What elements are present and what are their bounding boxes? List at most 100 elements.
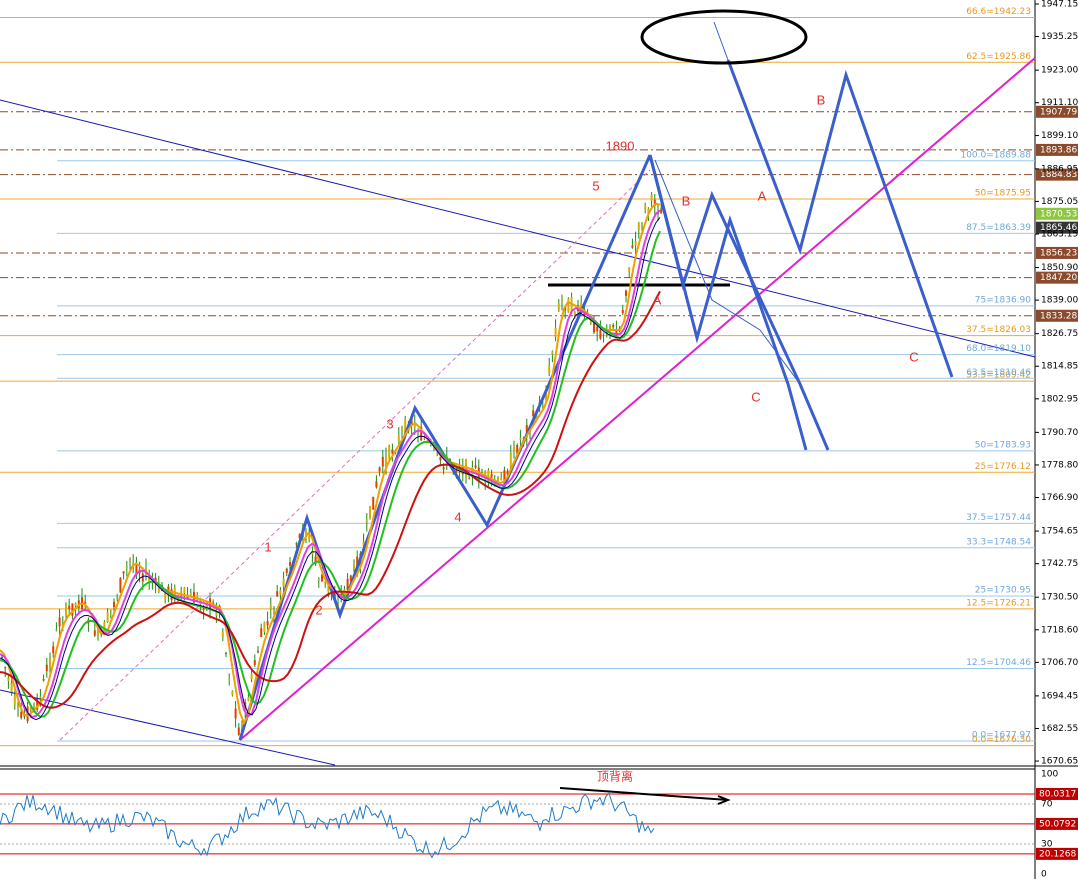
price-tag xyxy=(1036,105,1078,118)
candle-body xyxy=(42,679,45,681)
price-tag xyxy=(1036,143,1078,156)
price-tag-label: 1856.23 xyxy=(1040,248,1077,258)
candle-body xyxy=(385,456,387,469)
candle-body xyxy=(631,245,634,248)
candle-body xyxy=(535,415,538,421)
candle-body xyxy=(426,438,429,441)
candle-body xyxy=(231,691,234,696)
candle-body xyxy=(36,698,39,710)
candle-body xyxy=(410,419,413,426)
candle-body xyxy=(372,496,375,510)
candle-body xyxy=(141,573,144,582)
rsi-line xyxy=(0,792,655,859)
candle-body xyxy=(561,299,563,301)
rsi-axis-label: 70 xyxy=(1041,800,1053,810)
candle-body xyxy=(20,711,23,718)
divergence-arrow xyxy=(717,795,731,805)
candle-body xyxy=(84,601,87,605)
candle-body xyxy=(237,727,240,735)
candle-body xyxy=(241,722,243,733)
candle-body xyxy=(298,534,301,539)
axis-label: 1754.65 xyxy=(1041,527,1078,537)
candle-body xyxy=(289,562,291,566)
candle-body xyxy=(573,312,576,316)
candle-body xyxy=(68,605,71,609)
candle-body xyxy=(378,467,381,472)
price-tag xyxy=(1036,246,1078,259)
fib-label: 87.5=1863.39 xyxy=(966,223,1031,233)
candle-body xyxy=(442,467,445,470)
candle-body xyxy=(1,656,3,659)
candle-body xyxy=(423,438,426,440)
wave-label: 4 xyxy=(454,509,461,524)
candle-body xyxy=(397,434,400,442)
candle-body xyxy=(49,656,51,669)
axis-label: 1863.15 xyxy=(1041,229,1078,239)
candle-body xyxy=(349,575,352,581)
candle-body xyxy=(532,410,535,417)
fib-label: 25=1730.95 xyxy=(975,585,1031,595)
candle-body xyxy=(660,208,663,214)
fib-label: 50=1783.93 xyxy=(975,440,1031,450)
candle-body xyxy=(311,550,314,555)
fib-label: 37.5=1757.44 xyxy=(966,513,1031,523)
candle-body xyxy=(650,194,653,201)
candle-body xyxy=(189,592,192,596)
candle-body xyxy=(644,204,647,210)
candle-body xyxy=(381,456,384,467)
candle-body xyxy=(490,473,493,478)
moving-average xyxy=(0,290,661,709)
axis-label: 1778.80 xyxy=(1041,460,1078,470)
axis-label: 1911.10 xyxy=(1041,98,1078,108)
candle-body xyxy=(113,601,115,607)
candle-body xyxy=(212,602,215,604)
candle-body xyxy=(391,449,394,454)
candle-body xyxy=(474,465,477,468)
price-tag xyxy=(1036,309,1078,322)
divergence-note: 顶背离 xyxy=(597,769,633,784)
axis-label: 1718.60 xyxy=(1041,625,1078,635)
wave-label: A xyxy=(758,188,767,203)
rsi-tag xyxy=(1036,817,1078,830)
candle-body xyxy=(647,208,650,214)
axis-label: 1899.10 xyxy=(1041,131,1078,141)
axis-label: 1923.00 xyxy=(1041,66,1078,76)
candle-body xyxy=(10,682,13,694)
fib-label: 66.6=1942.23 xyxy=(966,7,1031,17)
candle-body xyxy=(295,543,298,545)
candle-body xyxy=(273,611,275,614)
candle-body xyxy=(468,478,471,480)
rsi-tag-label: 80.0317 xyxy=(1039,789,1076,799)
candle-body xyxy=(33,703,35,705)
wave-label: 3 xyxy=(386,416,393,431)
wave-label: B xyxy=(817,92,826,107)
candle-body xyxy=(340,594,343,596)
candle-body xyxy=(4,667,7,669)
candle-body xyxy=(74,603,77,606)
rsi-axis-label: 0 xyxy=(1041,870,1047,880)
candle-body xyxy=(343,589,346,598)
wave-path xyxy=(713,21,729,61)
candle-body xyxy=(388,445,391,459)
axis-label: 1790.70 xyxy=(1041,428,1078,438)
wave-label: C xyxy=(909,349,918,364)
candle-body xyxy=(516,445,519,454)
fib-label: 12.5=1704.46 xyxy=(966,658,1031,668)
rsi-axis-label: 30 xyxy=(1041,840,1053,850)
candle-body xyxy=(29,706,32,711)
moving-average xyxy=(0,202,661,725)
candle-body xyxy=(404,419,407,437)
wave-path xyxy=(845,74,941,341)
candle-body xyxy=(612,325,615,328)
trend-line xyxy=(59,169,651,741)
candle-body xyxy=(164,591,167,600)
rsi-tag-label: 50.0792 xyxy=(1039,819,1076,829)
axis-label: 1947.15 xyxy=(1041,0,1078,10)
candle-body xyxy=(116,596,119,599)
candle-body xyxy=(506,470,509,475)
candle-body xyxy=(609,325,611,331)
axis-label: 1802.95 xyxy=(1041,394,1078,404)
candle-body xyxy=(519,437,522,440)
rsi-axis-label: 100 xyxy=(1041,770,1058,780)
